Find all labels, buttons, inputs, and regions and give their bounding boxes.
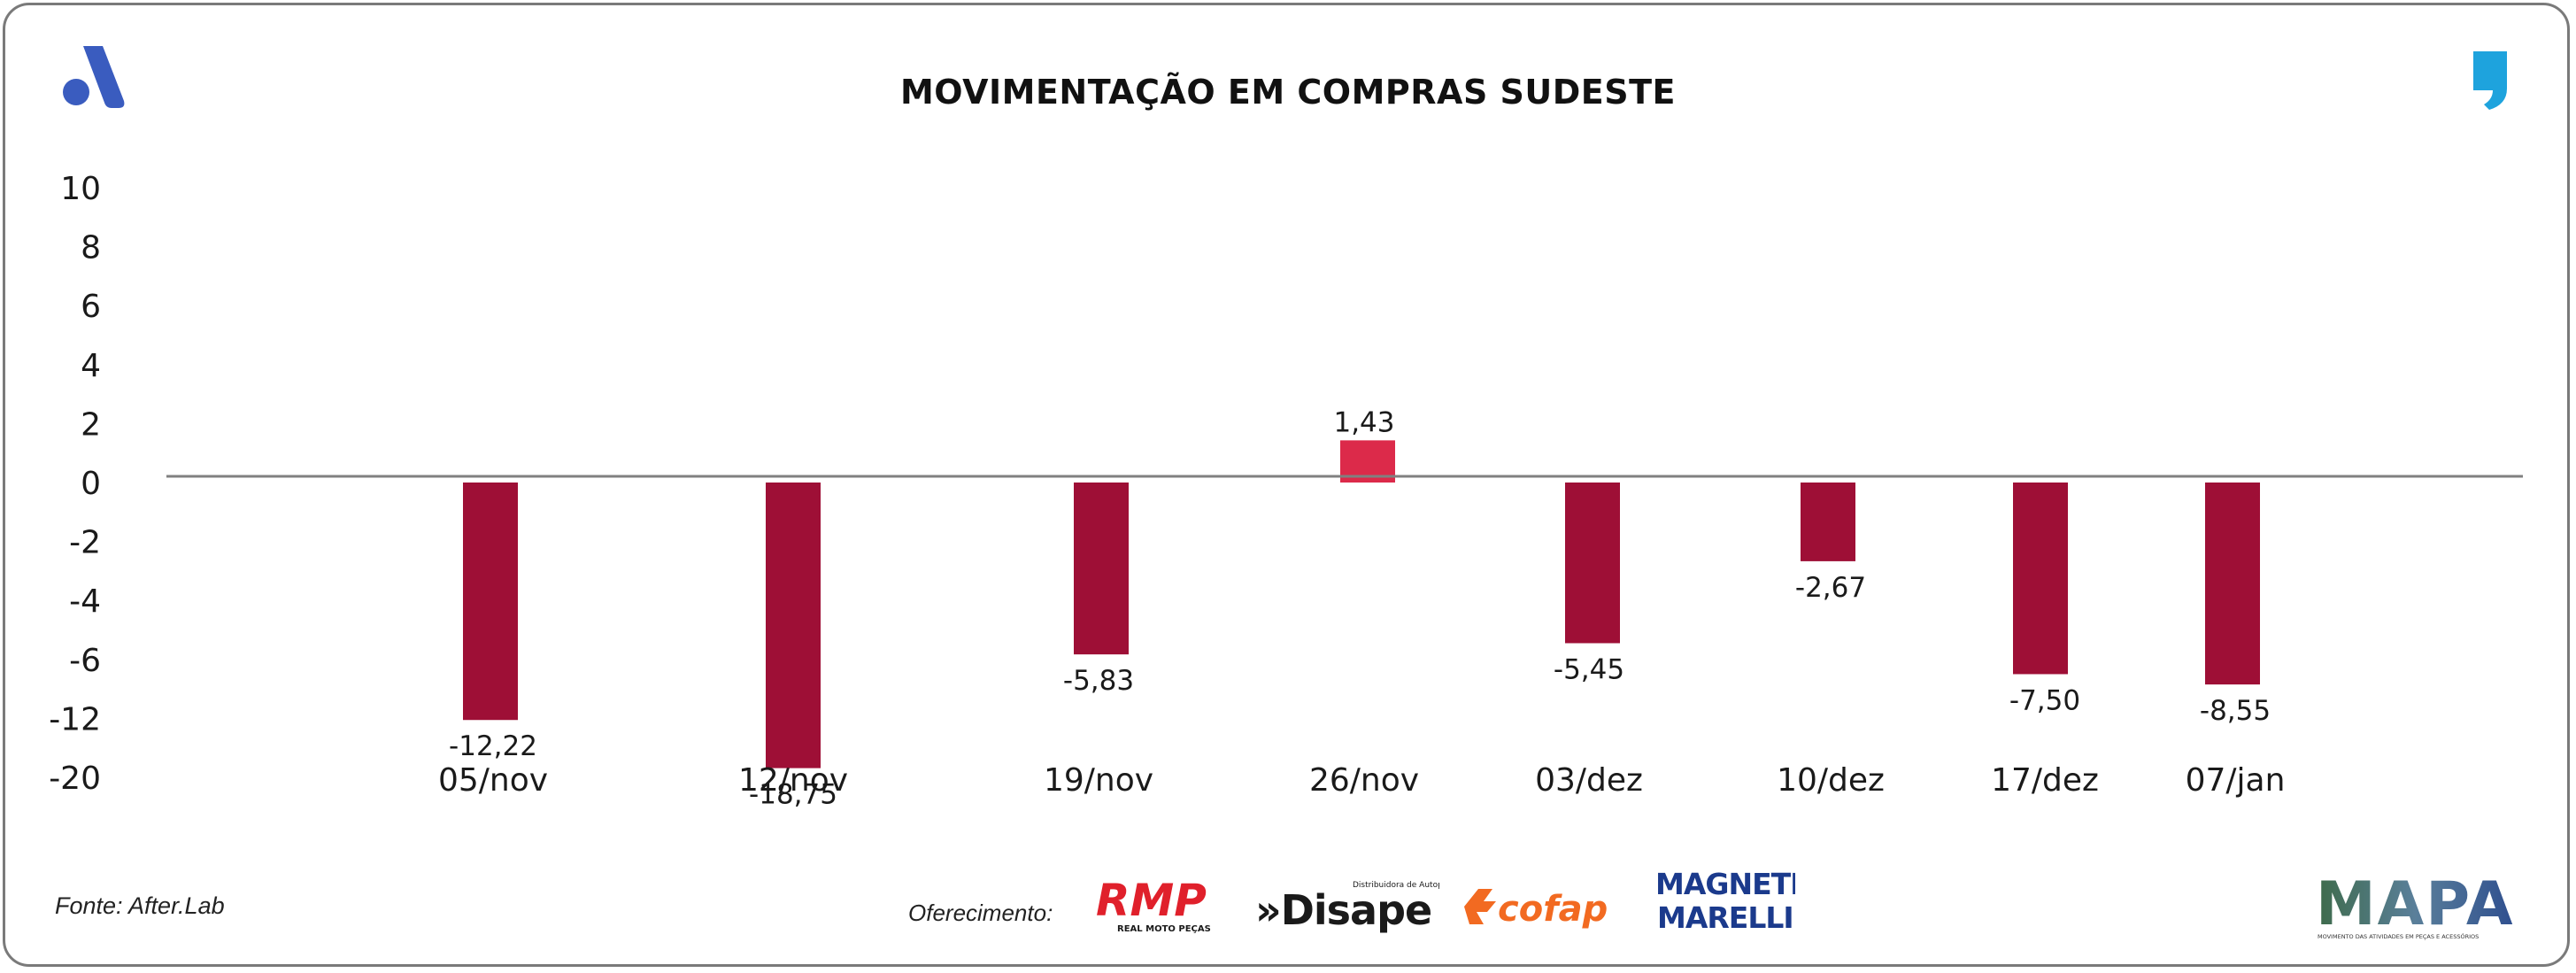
y-tick-label: 4: [81, 348, 101, 384]
magneti-marelli-logo: MAGNETI MARELLI: [1655, 867, 1795, 935]
source-note: Fonte: After.Lab: [55, 892, 225, 919]
bar-chart: 10 8 6 4 2 0 -2 -4 -6 -12 -20 -12,22 -18,75 -5,83 1,4…: [49, 171, 2523, 811]
y-tick-label: 10: [60, 171, 101, 207]
data-label: -5,83: [1063, 665, 1134, 697]
y-tick-label: 0: [81, 466, 101, 502]
quote-icon: [2473, 51, 2507, 110]
data-label: 1,43: [1333, 406, 1394, 438]
rmp-logo-text: RMP: [1096, 876, 1207, 926]
y-tick-label: 6: [81, 289, 101, 325]
y-tick-label: -6: [69, 643, 101, 679]
mapa-logo-text: MAPA: [2316, 869, 2515, 939]
category-label: 03/dez: [1535, 762, 1643, 799]
y-tick-label: 8: [81, 230, 101, 266]
y-axis-ticks: 10 8 6 4 2 0 -2 -4 -6 -12 -20: [49, 171, 101, 797]
category-label: 07/jan: [2186, 762, 2286, 799]
cofap-mark-icon: [1464, 889, 1496, 924]
data-label: -7,50: [2009, 684, 2080, 716]
category-label: 17/dez: [1991, 762, 2099, 799]
rmp-logo-subtext: REAL MOTO PEÇAS: [1117, 924, 1211, 934]
y-tick-label: -4: [69, 583, 101, 620]
category-labels: 05/nov 12/nov 19/nov 26/nov 03/dez 10/dez 17/d…: [438, 762, 2285, 799]
y-tick-label: -20: [49, 761, 101, 797]
y-tick-label: 2: [81, 406, 101, 443]
category-label: 10/dez: [1777, 762, 1885, 799]
marelli-logo-text: MARELLI: [1657, 900, 1793, 935]
bar-10-dez: [1801, 483, 1855, 561]
data-labels: -12,22 -18,75 -5,83 1,43 -5,45 -2,67 -7,50 -8,5…: [449, 406, 2271, 810]
magneti-logo-text: MAGNETI: [1655, 867, 1795, 901]
disape-logo-text: »Disape: [1255, 886, 1431, 934]
bar-03-dez: [1565, 483, 1620, 644]
category-label: 19/nov: [1044, 762, 1153, 799]
data-label: -12,22: [449, 730, 537, 762]
rmp-logo: RMP REAL MOTO PEÇAS: [1096, 876, 1211, 934]
y-tick-label: -12: [49, 701, 101, 737]
cofap-logo-text: cofap: [1498, 889, 1608, 930]
chart-title: MOVIMENTAÇÃO EM COMPRAS SUDESTE: [899, 73, 1677, 112]
chart-frame: [3, 3, 2570, 967]
mapa-logo: MAPA MOVIMENTO DAS ATIVIDADES EM PEÇAS E…: [2316, 869, 2515, 940]
data-label: -8,55: [2200, 695, 2271, 727]
data-label: -2,67: [1795, 572, 1866, 604]
bar-12-nov: [766, 483, 821, 768]
cofap-logo: cofap: [1464, 889, 1608, 930]
category-label: 05/nov: [438, 762, 548, 799]
y-tick-label: -2: [69, 525, 101, 561]
sponsor-label: Oferecimento:: [908, 900, 1053, 926]
bars: [463, 440, 2260, 768]
disape-logo-subtext: Distribuidora de Autopeças: [1353, 881, 1439, 890]
bar-17-dez: [2013, 483, 2068, 675]
mapa-logo-subtext: MOVIMENTO DAS ATIVIDADES EM PEÇAS E ACES…: [2318, 932, 2479, 940]
data-label: -5,45: [1554, 653, 1624, 685]
after-lab-a-icon: [63, 46, 125, 108]
category-label: 26/nov: [1309, 762, 1419, 799]
disape-logo: Distribuidora de Autopeças »Disape: [1255, 881, 1439, 934]
bar-07-jan: [2205, 483, 2260, 685]
bar-19-nov: [1074, 483, 1129, 655]
category-label: 12/nov: [738, 762, 848, 799]
bar-05-nov: [463, 483, 518, 721]
data-label: -18,75: [749, 779, 837, 811]
